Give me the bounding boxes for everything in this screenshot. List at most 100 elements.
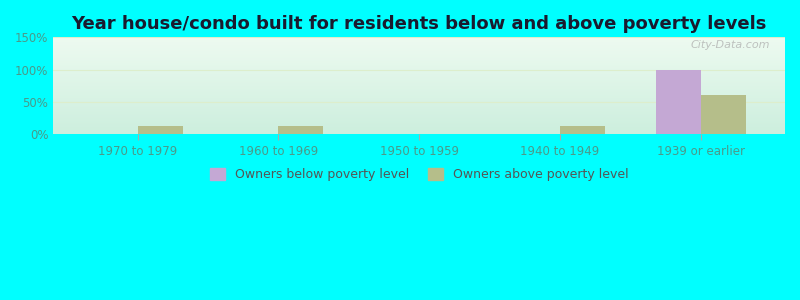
Bar: [54, 90, 785, 91]
Bar: [54, 132, 785, 133]
Bar: [560, 127, 605, 134]
Bar: [54, 52, 785, 53]
Bar: [54, 78, 785, 79]
Bar: [54, 124, 785, 125]
Bar: [54, 49, 785, 50]
Title: Year house/condo built for residents below and above poverty levels: Year house/condo built for residents bel…: [71, 15, 767, 33]
Bar: [54, 38, 785, 39]
Bar: [54, 125, 785, 126]
Bar: [54, 39, 785, 40]
Bar: [54, 48, 785, 49]
Bar: [54, 79, 785, 80]
Bar: [54, 126, 785, 127]
Bar: [54, 50, 785, 51]
Bar: [54, 83, 785, 84]
Bar: [54, 75, 785, 76]
Bar: [278, 127, 323, 134]
Bar: [54, 89, 785, 90]
Bar: [54, 80, 785, 81]
Bar: [54, 94, 785, 95]
Bar: [54, 66, 785, 67]
Bar: [54, 58, 785, 59]
Bar: [54, 122, 785, 123]
Bar: [54, 61, 785, 62]
Bar: [54, 87, 785, 88]
Bar: [54, 91, 785, 92]
Bar: [54, 97, 785, 98]
Bar: [54, 46, 785, 47]
Bar: [54, 57, 785, 58]
Bar: [54, 47, 785, 48]
Bar: [54, 92, 785, 93]
Bar: [54, 40, 785, 41]
Bar: [54, 130, 785, 131]
Bar: [54, 121, 785, 122]
Bar: [54, 77, 785, 78]
Bar: [54, 113, 785, 114]
Bar: [54, 104, 785, 105]
Bar: [54, 96, 785, 97]
Bar: [54, 131, 785, 132]
Bar: [54, 101, 785, 102]
Bar: [54, 107, 785, 108]
Bar: [54, 51, 785, 52]
Bar: [54, 85, 785, 86]
Bar: [54, 59, 785, 60]
Bar: [54, 120, 785, 121]
Bar: [54, 115, 785, 116]
Bar: [54, 105, 785, 106]
Bar: [54, 99, 785, 100]
Bar: [54, 55, 785, 56]
Bar: [54, 117, 785, 118]
Bar: [54, 95, 785, 96]
Bar: [54, 42, 785, 43]
Bar: [54, 114, 785, 115]
Bar: [54, 118, 785, 119]
Bar: [54, 106, 785, 107]
Bar: [54, 119, 785, 120]
Bar: [54, 74, 785, 75]
Text: City-Data.com: City-Data.com: [691, 40, 770, 50]
Bar: [54, 133, 785, 134]
Bar: [54, 62, 785, 63]
Bar: [54, 37, 785, 38]
Bar: [54, 129, 785, 130]
Bar: [54, 111, 785, 112]
Bar: [54, 81, 785, 82]
Bar: [54, 54, 785, 55]
Bar: [54, 73, 785, 74]
Bar: [54, 88, 785, 89]
Bar: [655, 70, 701, 134]
Bar: [54, 68, 785, 69]
Legend: Owners below poverty level, Owners above poverty level: Owners below poverty level, Owners above…: [210, 168, 629, 181]
Bar: [54, 100, 785, 101]
Bar: [54, 53, 785, 54]
Bar: [54, 60, 785, 61]
Bar: [54, 72, 785, 73]
Bar: [54, 108, 785, 109]
Bar: [54, 123, 785, 124]
Bar: [54, 65, 785, 66]
Bar: [54, 76, 785, 77]
Bar: [54, 67, 785, 68]
Bar: [54, 44, 785, 45]
Bar: [54, 98, 785, 99]
Bar: [54, 64, 785, 65]
Bar: [54, 41, 785, 42]
Bar: [54, 69, 785, 70]
Bar: [54, 56, 785, 57]
Bar: [701, 95, 746, 134]
Bar: [54, 86, 785, 87]
Bar: [54, 84, 785, 85]
Bar: [138, 126, 182, 134]
Bar: [54, 112, 785, 113]
Bar: [54, 102, 785, 103]
Bar: [54, 103, 785, 104]
Bar: [54, 128, 785, 129]
Bar: [54, 82, 785, 83]
Bar: [54, 71, 785, 72]
Bar: [54, 70, 785, 71]
Bar: [54, 45, 785, 46]
Bar: [54, 93, 785, 94]
Bar: [54, 110, 785, 111]
